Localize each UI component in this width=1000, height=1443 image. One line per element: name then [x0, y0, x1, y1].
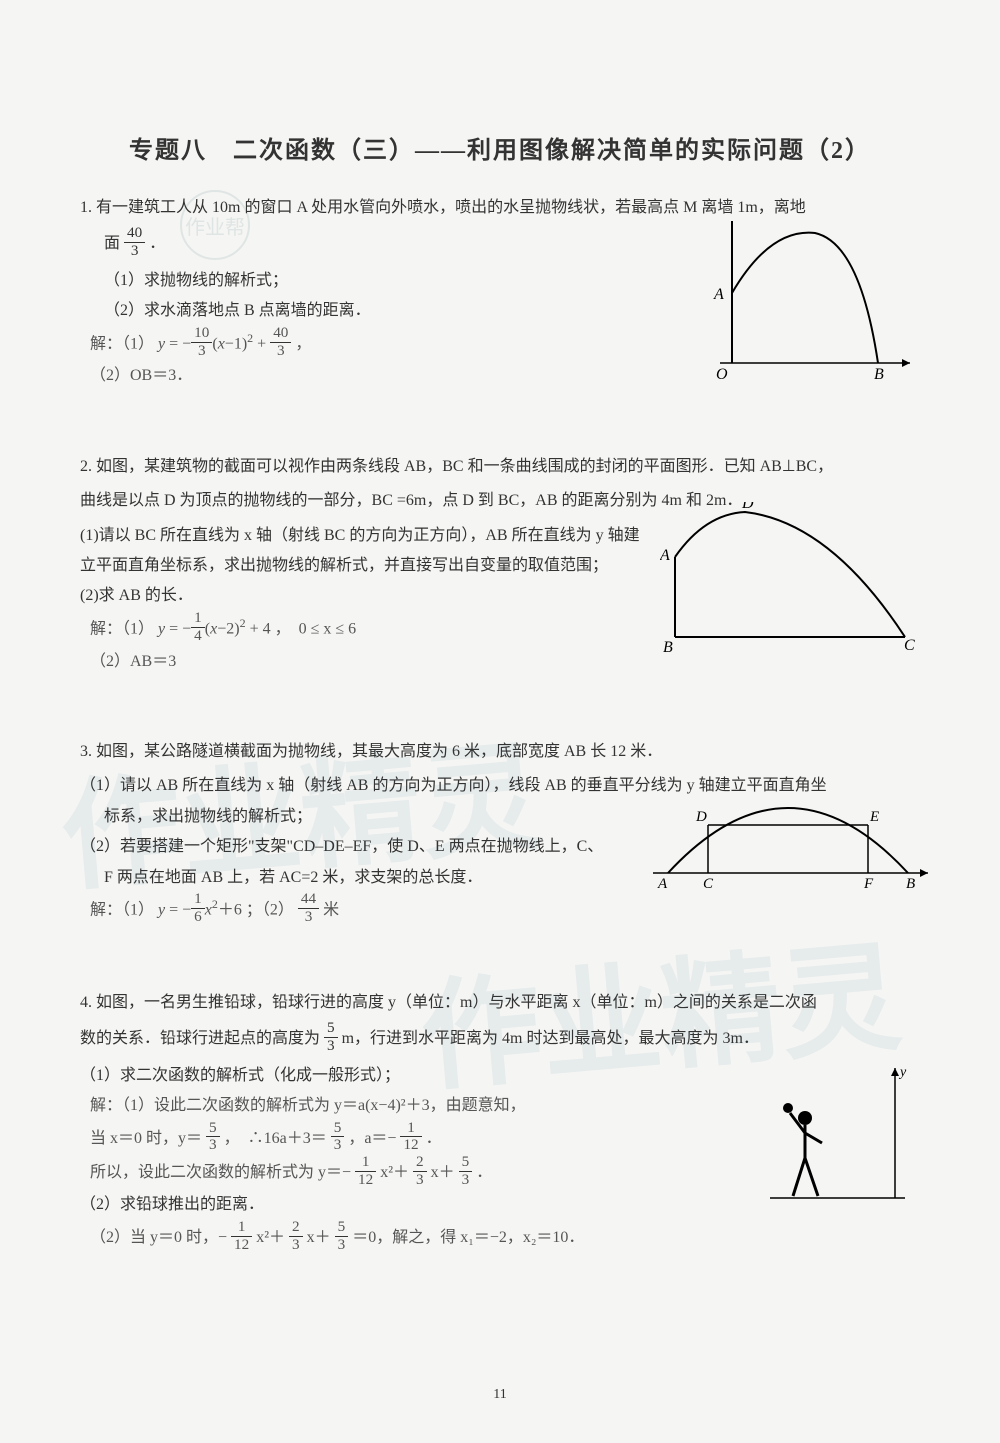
label-B: B [874, 366, 884, 383]
label-O: O [716, 366, 728, 383]
page-content: 专题八 二次函数（三）——利用图像解决简单的实际问题（2） A O B 1. 有… [80, 130, 920, 1255]
label-D: D [695, 809, 707, 825]
problem-text: 4. 如图，一名男生推铅球，铅球行进的高度 y（单位：m）与水平距离 x（单位：… [80, 988, 920, 1018]
label-y: y [898, 1065, 907, 1080]
label-A: A [657, 876, 668, 892]
label-C: C [703, 876, 714, 892]
page-number: 11 [0, 1387, 1000, 1403]
label-B: B [663, 639, 673, 652]
label-F: F [863, 876, 874, 892]
problem-text: 数的关系．铅球行进起点的高度为 53 m，行进到水平距离为 4m 时达到最高处，… [80, 1022, 920, 1056]
label-E: E [869, 809, 879, 825]
label-B: B [906, 876, 915, 892]
problem-text: 2. 如图，某建筑物的截面可以视作由两条线段 AB，BC 和一条曲线围成的封闭的… [80, 452, 920, 482]
label-D: D [741, 502, 754, 512]
problem-2: A B C D 2. 如图，某建筑物的截面可以视作由两条线段 AB，BC 和一条… [80, 452, 920, 677]
answer: （2）当 y＝0 时，− 112 x²＋ 23 x＋ 53 ＝0，解之，得 x₁… [90, 1221, 920, 1255]
figure-4: y [760, 1058, 910, 1219]
page-title: 专题八 二次函数（三）——利用图像解决简单的实际问题（2） [80, 130, 920, 165]
label-C: C [904, 637, 915, 652]
figure-2: A B C D [660, 502, 920, 663]
problem-4: y 4. 如图，一名男生推铅球，铅球行进的高度 y（单位：m）与水平距离 x（单… [80, 988, 920, 1255]
label-A: A [713, 286, 724, 303]
label-A: A [660, 547, 670, 564]
problem-text: 3. 如图，某公路隧道横截面为抛物线，其最大高度为 6 米，底部宽度 AB 长 … [80, 737, 920, 767]
figure-3: A B C D E F [648, 773, 938, 904]
problem-3: A B C D E F 3. 如图，某公路隧道横截面为抛物线，其最大高度为 6 … [80, 737, 920, 928]
figure-1: A O B [710, 213, 920, 394]
problem-1: A O B 1. 有一建筑工人从 10m 的窗口 A 处用水管向外喷水，喷出的水… [80, 193, 920, 392]
